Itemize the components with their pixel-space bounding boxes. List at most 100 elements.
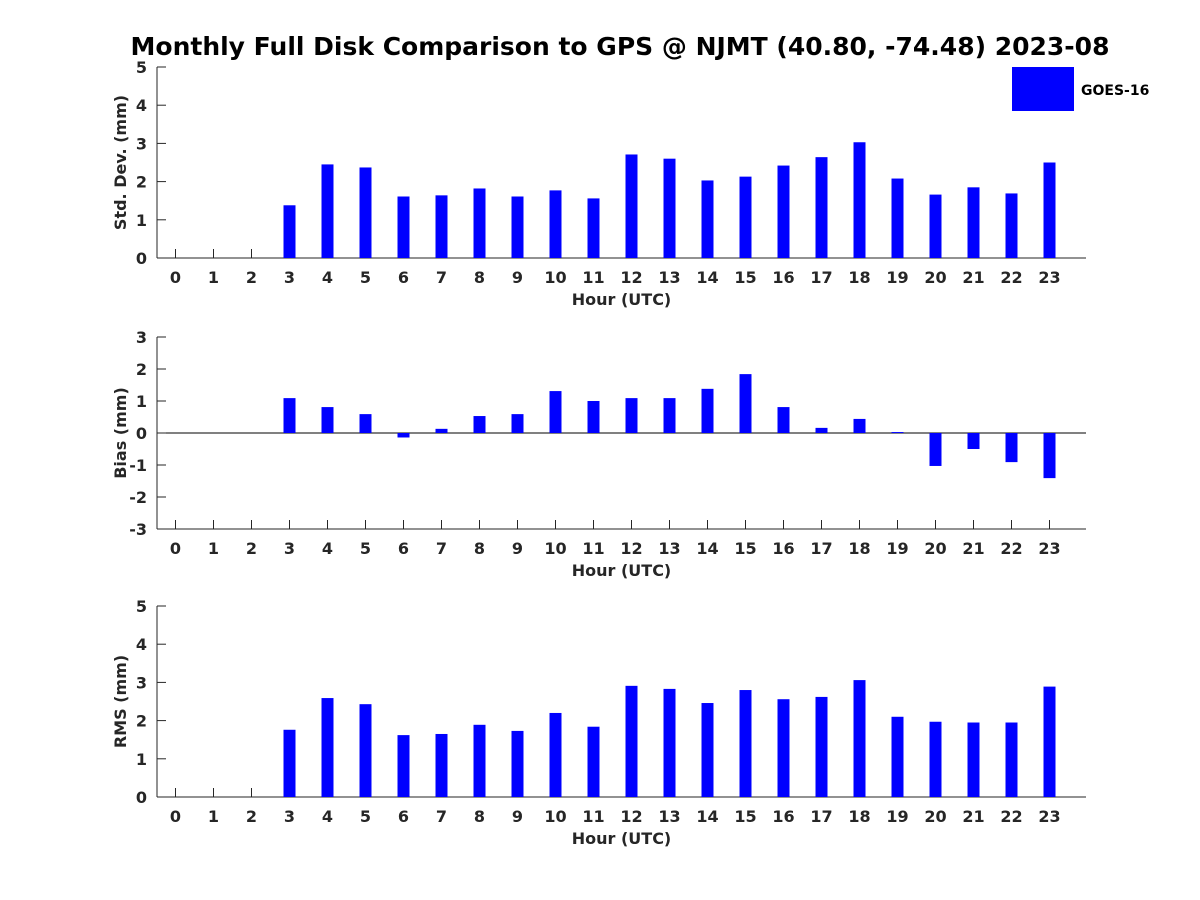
x-tick-label: 23: [1038, 268, 1060, 287]
bar-rms-hour-20: [929, 721, 942, 797]
x-tick-label: 14: [696, 539, 718, 558]
x-tick-label: 16: [772, 539, 794, 558]
x-tick-label: 2: [246, 268, 257, 287]
bar-std-dev-hour-15: [739, 176, 752, 258]
x-tick-label: 19: [886, 268, 908, 287]
y-tick-label: 3: [136, 328, 147, 347]
x-tick-label: 17: [810, 268, 832, 287]
bar-std-dev-hour-18: [853, 142, 866, 258]
bar-rms-hour-12: [625, 685, 638, 797]
x-tick-label: 12: [620, 268, 642, 287]
x-tick-label: 1: [208, 807, 219, 826]
chart-title: Monthly Full Disk Comparison to GPS @ NJ…: [131, 32, 1110, 61]
x-tick-label: 0: [170, 539, 181, 558]
x-tick-label: 9: [512, 539, 523, 558]
bar-bias-hour-5: [359, 414, 372, 433]
x-tick-label: 21: [962, 268, 984, 287]
bar-rms-hour-22: [1005, 722, 1018, 797]
x-tick-label: 21: [962, 807, 984, 826]
x-tick-label: 4: [322, 268, 333, 287]
bar-rms-hour-3: [283, 729, 296, 797]
bar-rms-hour-15: [739, 690, 752, 797]
bar-std-dev-hour-3: [283, 205, 296, 258]
x-tick-label: 12: [620, 807, 642, 826]
x-tick-label: 15: [734, 268, 756, 287]
bar-rms-hour-16: [777, 699, 790, 797]
bar-bias-hour-11: [587, 401, 600, 433]
x-tick-label: 7: [436, 807, 447, 826]
x-tick-label: 14: [696, 807, 718, 826]
x-tick-label: 15: [734, 539, 756, 558]
bar-std-dev-hour-23: [1043, 162, 1056, 258]
y-tick-label: -3: [129, 520, 147, 539]
x-tick-label: 15: [734, 807, 756, 826]
x-tick-label: 4: [322, 807, 333, 826]
bar-rms-hour-14: [701, 703, 714, 797]
bar-bias-hour-16: [777, 407, 790, 433]
x-tick-label: 8: [474, 268, 485, 287]
bar-bias-hour-8: [473, 416, 486, 433]
y-tick-label: 2: [136, 360, 147, 379]
x-tick-label: 5: [360, 807, 371, 826]
bar-rms-hour-9: [511, 730, 524, 797]
x-tick-label: 13: [658, 539, 680, 558]
x-tick-label: 17: [810, 539, 832, 558]
x-tick-label: 3: [284, 268, 295, 287]
x-tick-label: 6: [398, 268, 409, 287]
x-tick-label: 17: [810, 807, 832, 826]
y-tick-label: 1: [136, 392, 147, 411]
x-tick-label: 0: [170, 268, 181, 287]
bar-rms-hour-7: [435, 733, 448, 797]
bar-std-dev-hour-9: [511, 196, 524, 258]
x-tick-label: 11: [582, 539, 604, 558]
bar-std-dev-hour-8: [473, 188, 486, 258]
bar-bias-hour-3: [283, 398, 296, 433]
bar-bias-hour-6: [397, 433, 410, 438]
bar-bias-hour-20: [929, 433, 942, 466]
x-tick-label: 4: [322, 539, 333, 558]
x-tick-label: 6: [398, 539, 409, 558]
bar-rms-hour-10: [549, 712, 562, 797]
x-tick-label: 18: [848, 268, 870, 287]
bar-bias-hour-14: [701, 388, 714, 433]
bar-rms-hour-19: [891, 716, 904, 797]
x-tick-label: 22: [1000, 268, 1022, 287]
y-tick-label: 0: [136, 788, 147, 807]
x-tick-label: 11: [582, 268, 604, 287]
bar-std-dev-hour-14: [701, 180, 714, 258]
legend-label-goes-16: GOES-16: [1081, 83, 1149, 99]
x-tick-label: 2: [246, 539, 257, 558]
x-tick-label: 6: [398, 807, 409, 826]
x-axis-label: Hour (UTC): [572, 561, 672, 580]
bar-std-dev-hour-11: [587, 198, 600, 258]
x-tick-label: 20: [924, 807, 946, 826]
y-tick-label: -2: [129, 488, 147, 507]
bar-bias-hour-21: [967, 433, 980, 449]
bar-bias-hour-4: [321, 407, 334, 433]
y-tick-label: 2: [136, 173, 147, 192]
x-tick-label: 7: [436, 539, 447, 558]
x-tick-label: 8: [474, 539, 485, 558]
x-tick-label: 9: [512, 268, 523, 287]
bar-rms-hour-13: [663, 688, 676, 797]
bar-bias-hour-18: [853, 418, 866, 433]
bar-std-dev-hour-17: [815, 157, 828, 258]
y-tick-label: 1: [136, 750, 147, 769]
y-axis-label: Bias (mm): [111, 387, 130, 479]
bar-rms-hour-4: [321, 698, 334, 797]
bar-rms-hour-18: [853, 680, 866, 797]
bar-std-dev-hour-20: [929, 194, 942, 258]
x-tick-label: 18: [848, 539, 870, 558]
y-tick-label: 3: [136, 134, 147, 153]
x-tick-label: 16: [772, 268, 794, 287]
bar-std-dev-hour-16: [777, 165, 790, 258]
bar-rms-hour-6: [397, 735, 410, 797]
bar-std-dev-hour-6: [397, 196, 410, 258]
bar-std-dev-hour-10: [549, 190, 562, 258]
x-tick-label: 13: [658, 268, 680, 287]
bar-bias-hour-15: [739, 374, 752, 433]
